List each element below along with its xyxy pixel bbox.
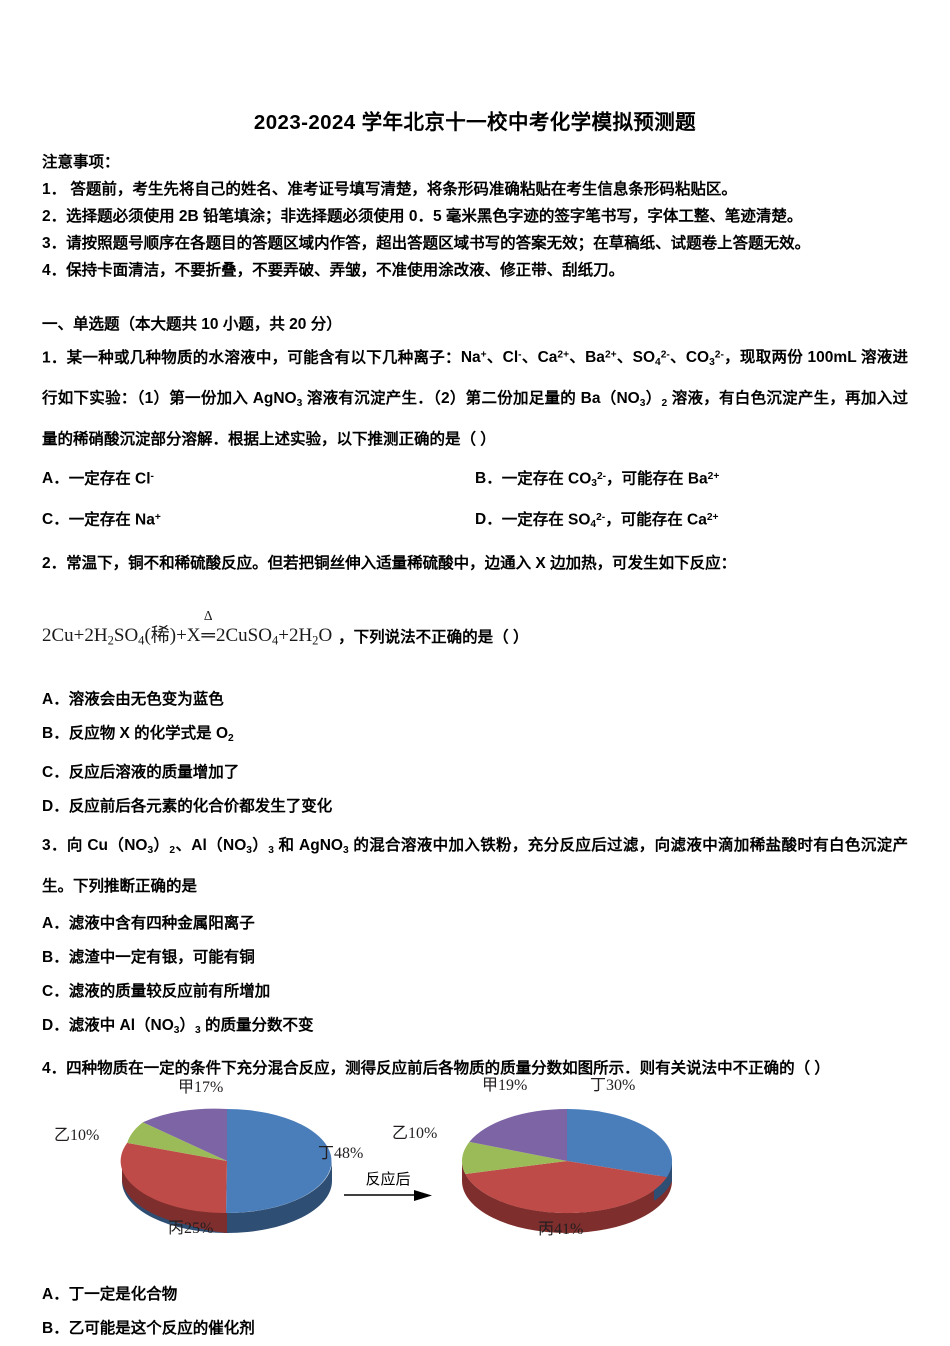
option-text: 反应后溶液的质量增加了 <box>68 763 240 781</box>
reaction-arrow-label: 反应后 <box>365 1171 411 1189</box>
notice-item-3: 3．请按照题号顺序在各题目的答题区域内作答，超出答题区域书写的答案无效；在草稿纸… <box>42 235 811 252</box>
question-4-options: A．丁一定是化合物 B．乙可能是这个反应的催化剂 <box>42 1278 908 1346</box>
delta-icon: Δ <box>203 608 213 624</box>
pie-before-label-yi: 乙10% <box>54 1127 100 1145</box>
notice-item-2: 2．选择题必须使用 2B 铅笔填涂；非选择题必须使用 0．5 毫米黑色字迹的签字… <box>42 208 803 225</box>
chemical-equation: 2Cu+2H2SO4(稀)+X Δ ═2CuSO4+2H2O <box>42 608 333 648</box>
question-1-option-row-1: A．一定存在 Cl- B．一定存在 CO32-，可能存在 Ba2+ <box>42 460 908 501</box>
question-1-text-b: ，现取两份 100mL 溶液进行如下实验：（1）第一份加入 AgNO3 溶液有沉… <box>42 349 908 448</box>
notice-heading: 注意事项： <box>42 154 120 171</box>
pie-after-label-yi: 乙10% <box>392 1125 438 1143</box>
question-2-option-d[interactable]: D．反应前后各元素的化合价都发生了变化 <box>42 790 908 824</box>
option-label: A． <box>42 470 69 488</box>
question-4-text: 四种物质在一定的条件下充分混合反应，测得反应前后各物质的质量分数如图所示．则有关… <box>66 1060 830 1078</box>
question-1-option-c[interactable]: C．一定存在 Na+ <box>42 501 475 542</box>
equation-reaction-sign: Δ ═ <box>201 608 215 647</box>
page-title: 2023-2024 学年北京十一校中考化学模拟预测题 <box>253 111 697 134</box>
pie-before-label-jia: 甲17% <box>178 1079 224 1097</box>
question-2-option-a[interactable]: A．溶液会由无色变为蓝色 <box>42 683 908 717</box>
question-3-number: 3． <box>42 836 67 854</box>
question-1-ion-list: Na+、Cl-、Ca2+、Ba2+、SO42-、CO32- <box>460 349 724 369</box>
notice-item-1: 1． 答题前，考生先将自己的姓名、准考证号填写清楚，将条形码准确粘贴在考生信息条… <box>42 181 737 198</box>
question-1-stem: 1．某一种或几种物质的水溶液中，可能含有以下几种离子：Na+、Cl-、Ca2+、… <box>42 338 908 458</box>
option-label: D． <box>475 511 502 529</box>
question-2-stem: 2．常温下，铜不和稀硫酸反应。但若把铜丝伸入适量稀硫酸中，边通入 X 边加热，可… <box>42 550 908 578</box>
option-label: D． <box>42 797 69 815</box>
notice-item-4: 4．保持卡面清洁，不要折叠，不要弄破、弄皱，不准使用涂改液、修正带、刮纸刀。 <box>42 262 625 279</box>
question-2-option-c[interactable]: C．反应后溶液的质量增加了 <box>42 756 908 790</box>
question-1-text-a: 某一种或几种物质的水溶液中，可能含有以下几种离子： <box>66 349 461 367</box>
option-text: 滤液的质量较反应前有所增加 <box>68 982 271 1000</box>
question-4-option-b[interactable]: B．乙可能是这个反应的催化剂 <box>42 1312 908 1346</box>
option-text: 丁一定是化合物 <box>68 1286 178 1304</box>
option-label: C． <box>42 763 69 781</box>
question-4-option-a[interactable]: A．丁一定是化合物 <box>42 1278 908 1312</box>
question-1-options: A．一定存在 Cl- B．一定存在 CO32-，可能存在 Ba2+ C．一定存在… <box>42 460 908 542</box>
option-label: B． <box>42 1320 69 1338</box>
option-label: B． <box>475 470 502 488</box>
option-label: B． <box>42 948 69 966</box>
question-3-options: A．滤液中含有四种金属阳离子 B．滤渣中一定有银，可能有铜 C．滤液的质量较反应… <box>42 907 908 1048</box>
pie-chart-before: 甲17% 乙10% 丙25% 丁48% <box>54 1079 363 1239</box>
question-2-options: A．溶液会由无色变为蓝色 B．反应物 X 的化学式是 O2 C．反应后溶液的质量… <box>42 683 908 824</box>
question-1-option-b[interactable]: B．一定存在 CO32-，可能存在 Ba2+ <box>475 460 908 501</box>
option-label: D． <box>42 1016 69 1034</box>
pie-after-svg <box>462 1109 673 1234</box>
option-text: 滤液中含有四种金属阳离子 <box>68 914 255 932</box>
pie-chart-after: 甲19% 乙10% 丙41% 丁30% <box>392 1077 692 1239</box>
option-label: A． <box>42 690 69 708</box>
question-1-number: 1． <box>42 349 67 367</box>
option-text: 溶液会由无色变为蓝色 <box>68 690 224 708</box>
pie-before-box: 甲17% 乙10% 丙25% 丁48% <box>54 1079 363 1239</box>
reaction-arrow: 反应后 <box>342 1171 434 1203</box>
question-2-equation-tail: ，下列说法不正确的是（ ） <box>338 628 529 646</box>
option-label: C． <box>42 982 69 1000</box>
question-1-option-d[interactable]: D．一定存在 SO42-，可能存在 Ca2+ <box>475 501 908 542</box>
pie-before-svg <box>120 1108 332 1234</box>
pie-before-label-bing: 丙25% <box>168 1220 214 1238</box>
question-4-number: 4． <box>42 1060 67 1078</box>
option-text: 滤渣中一定有银，可能有铜 <box>68 948 255 966</box>
question-3-option-d[interactable]: D．滤液中 Al（NO3）3 的质量分数不变 <box>42 1009 908 1048</box>
question-3-option-b[interactable]: B．滤渣中一定有银，可能有铜 <box>42 941 908 975</box>
pie-after-label-ding: 丁30% <box>590 1077 636 1095</box>
question-3-option-a[interactable]: A．滤液中含有四种金属阳离子 <box>42 907 908 941</box>
question-1-option-a[interactable]: A．一定存在 Cl- <box>42 460 475 501</box>
option-label: B． <box>42 724 69 742</box>
question-2-equation-block: 2Cu+2H2SO4(稀)+X Δ ═2CuSO4+2H2O ，下列说法不正确的是（… <box>42 608 908 649</box>
option-label: A． <box>42 914 69 932</box>
pie-after-label-jia: 甲19% <box>482 1077 528 1095</box>
arrow-icon <box>344 1190 432 1202</box>
question-3-option-c[interactable]: C．滤液的质量较反应前有所增加 <box>42 975 908 1009</box>
section-heading: 一、单选题（本大题共 10 小题，共 20 分） <box>42 316 342 333</box>
pie-before-label-ding: 丁48% <box>318 1145 364 1163</box>
question-2-text: 常温下，铜不和稀硫酸反应。但若把铜丝伸入适量稀硫酸中，边通入 X 边加热，可发生… <box>66 555 737 573</box>
option-label: C． <box>42 511 69 529</box>
pie-chart-figure: 甲17% 乙10% 丙25% 丁48% 反应后 <box>42 1077 908 1264</box>
option-text: 反应前后各元素的化合价都发生了变化 <box>68 797 333 815</box>
document-body: 注意事项： 1． 答题前，考生先将自己的姓名、准考证号填写清楚，将条形码准确粘贴… <box>42 150 908 1346</box>
question-1-option-row-2: C．一定存在 Na+ D．一定存在 SO42-，可能存在 Ca2+ <box>42 501 908 542</box>
question-2-number: 2． <box>42 555 67 573</box>
question-2-option-b[interactable]: B．反应物 X 的化学式是 O2 <box>42 717 908 756</box>
pie-after-box: 甲19% 乙10% 丙41% 丁30% <box>392 1077 692 1239</box>
option-label: A． <box>42 1286 69 1304</box>
question-3-stem: 3．向 Cu（NO3）2、Al（NO3）3 和 AgNO3 的混合溶液中加入铁粉… <box>42 836 908 895</box>
pie-after-label-bing: 丙41% <box>538 1221 584 1239</box>
question-4-stem: 4．四种物质在一定的条件下充分混合反应，测得反应前后各物质的质量分数如图所示．则… <box>42 1055 908 1083</box>
option-text: 乙可能是这个反应的催化剂 <box>68 1320 255 1338</box>
